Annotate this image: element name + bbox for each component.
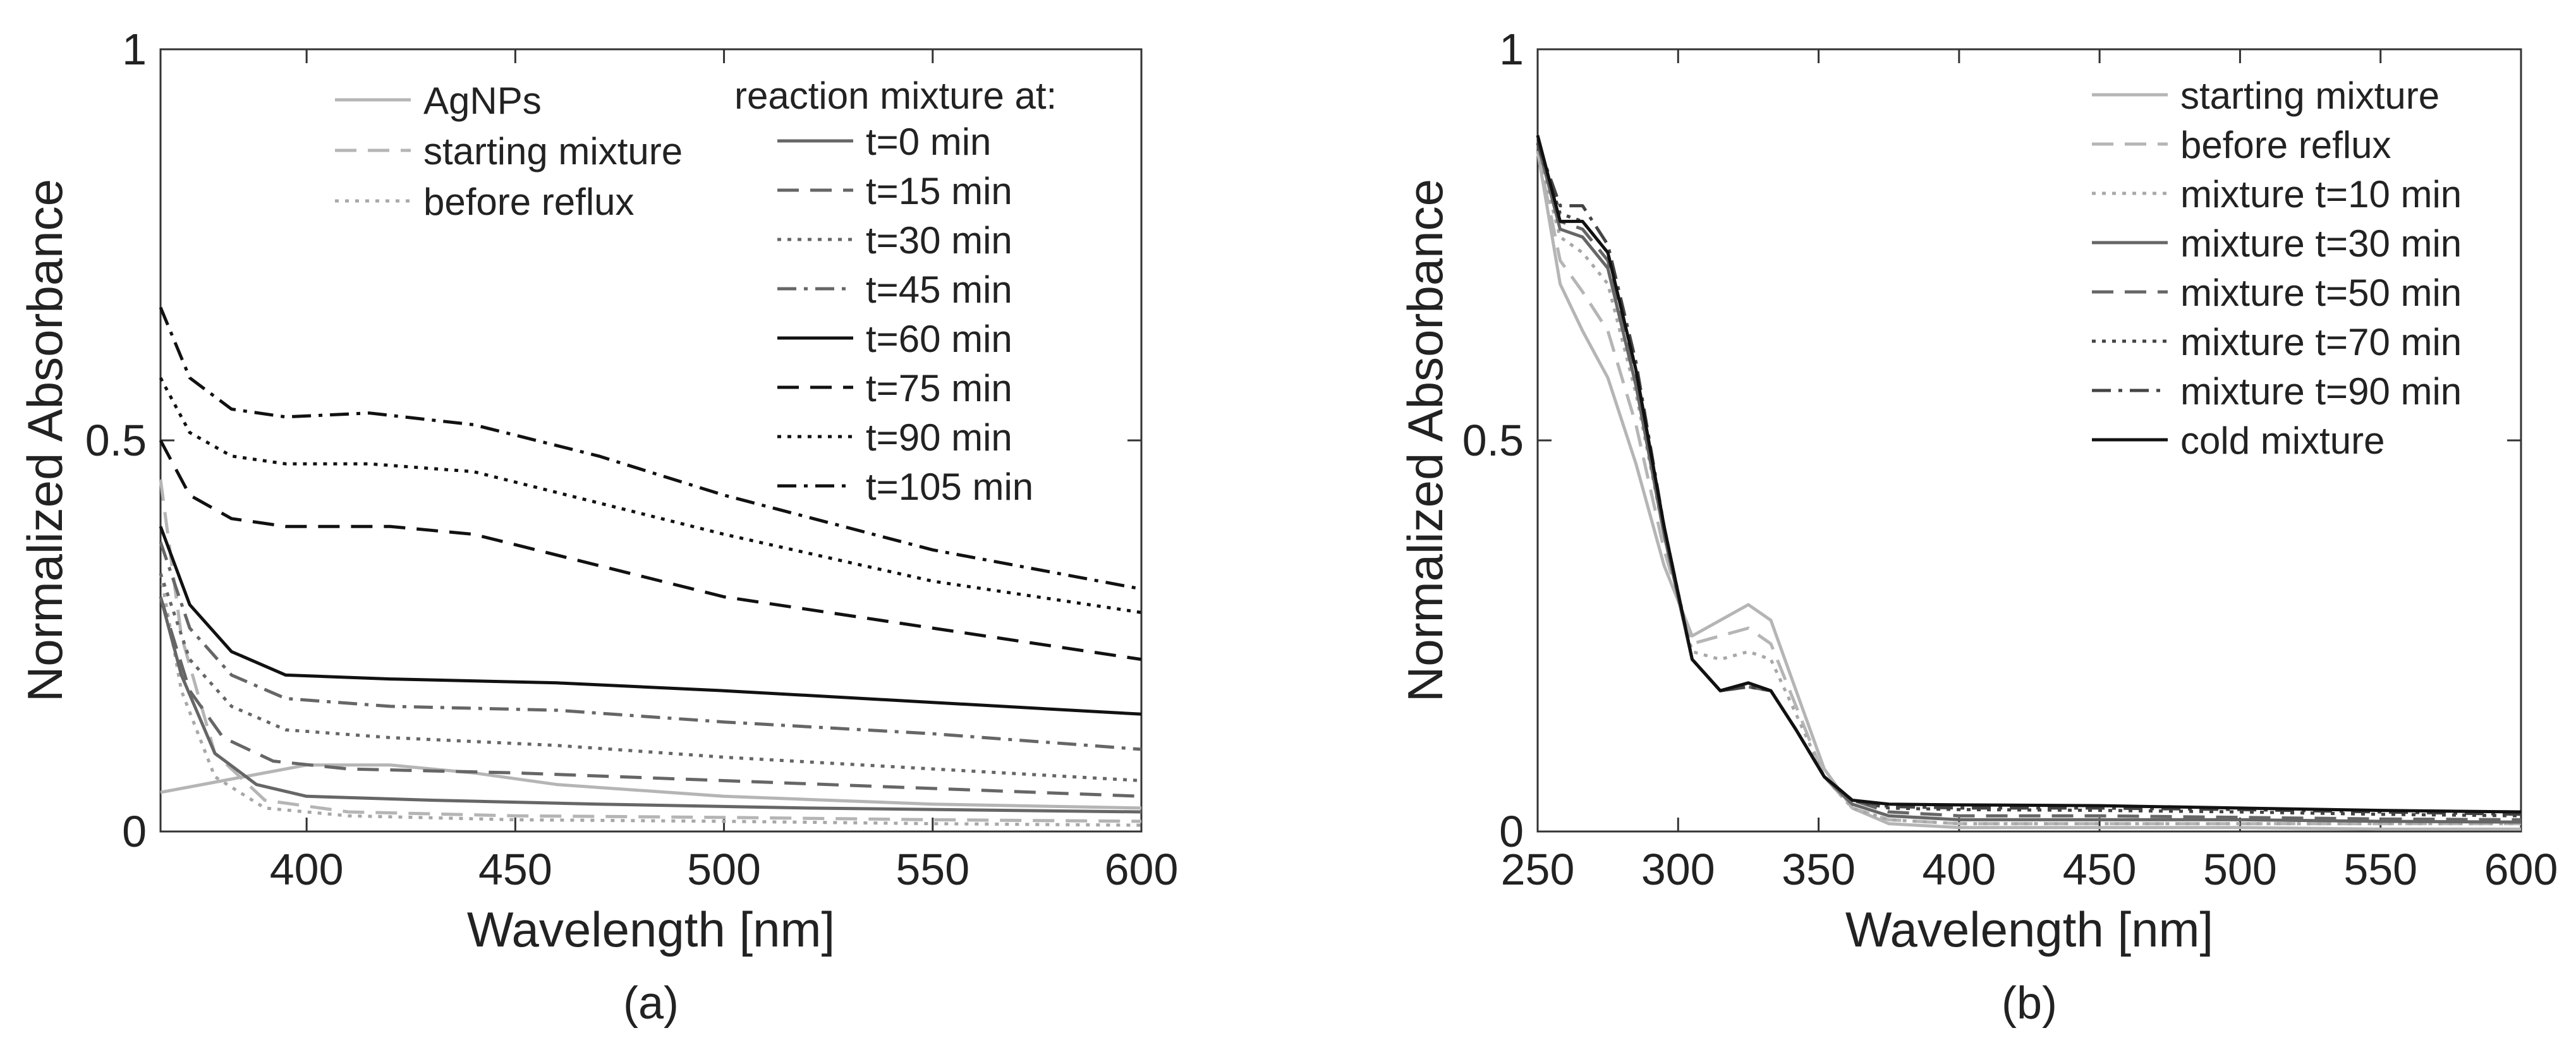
series-line-t-105-min (159, 306, 1142, 591)
x-tick-label: 600 (1105, 845, 1179, 894)
y-tick-label: 1 (122, 25, 147, 74)
x-tick-label: 500 (687, 845, 761, 894)
legend-label: mixture t=90 min (2180, 370, 2462, 413)
legend-label: t=60 min (866, 318, 1012, 360)
series-line-mixture-t-70-min (1536, 142, 2522, 818)
legend-label: mixture t=50 min (2180, 272, 2462, 314)
series-line-t-0-min (159, 596, 1142, 814)
legend-label: before reflux (423, 181, 635, 223)
series-line-mixture-t-50-min (1536, 142, 2522, 821)
series-line-starting-mixture (159, 479, 1142, 823)
series-line-cold-mixture (1536, 135, 2522, 814)
legend-title: reaction mixture at: (734, 75, 1057, 117)
series-line-t-15-min (159, 596, 1142, 798)
legend-label: t=105 min (866, 466, 1033, 508)
x-tick-label: 550 (896, 845, 969, 894)
x-tick-label: 400 (270, 845, 344, 894)
series-line-before-reflux (1536, 150, 2521, 826)
panel-b-chart: 250 300 350 400 450 500 550 600 0 0.5 1 starting m… (1397, 25, 2558, 1029)
panel-b-series-group (1536, 135, 2522, 831)
series-line-starting-mixture (1536, 150, 2521, 831)
legend-label: mixture t=70 min (2180, 321, 2462, 363)
series-line-t-60-min (159, 526, 1142, 716)
panel-a-chart: 400 450 500 550 600 0 0.5 1 AgNPs starting mixtu… (17, 25, 1178, 1029)
panel-b-caption: (b) (2002, 978, 2057, 1029)
x-tick-label: 600 (2484, 845, 2558, 894)
y-tick-label: 0 (1499, 807, 1524, 856)
panel-b-ylabel: Normalized Absorbance (1397, 179, 1453, 702)
legend-label: t=15 min (866, 170, 1012, 212)
legend-label: t=30 min (866, 219, 1012, 262)
panel-a-ylabel: Normalized Absorbance (17, 179, 73, 702)
x-tick-label: 450 (2063, 845, 2137, 894)
legend-label: t=0 min (866, 121, 991, 163)
legend-label: mixture t=30 min (2180, 222, 2462, 265)
x-tick-label: 350 (1782, 845, 1856, 894)
series-line-t-90-min (159, 377, 1142, 614)
x-tick-label: 450 (478, 845, 552, 894)
panel-a-series-group (159, 306, 1142, 827)
series-line-t-75-min (159, 439, 1142, 662)
legend-label: mixture t=10 min (2180, 173, 2462, 215)
y-tick-label: 0 (122, 807, 147, 856)
y-tick-label: 0.5 (85, 416, 147, 465)
y-tick-label: 1 (1499, 25, 1524, 74)
legend-label: t=45 min (866, 269, 1012, 311)
panel-a-ticks: 400 450 500 550 600 0 0.5 1 (85, 25, 1179, 894)
series-line-before-reflux (159, 573, 1142, 827)
legend-label: before reflux (2180, 124, 2391, 166)
legend-label: starting mixture (2180, 75, 2439, 117)
legend-label: starting mixture (423, 130, 683, 172)
x-tick-label: 300 (1641, 845, 1715, 894)
legend-label: AgNPs (423, 80, 542, 122)
panel-a-legend: AgNPs starting mixture before reflux reacti… (335, 75, 1057, 508)
x-tick-label: 250 (1501, 845, 1575, 894)
y-tick-label: 0.5 (1462, 416, 1524, 465)
panel-b-ticks: 250 300 350 400 450 500 550 600 0 0.5 1 (1462, 25, 2558, 894)
x-tick-label: 500 (2203, 845, 2277, 894)
legend-label: cold mixture (2180, 420, 2385, 462)
series-line-t-30-min (159, 572, 1142, 782)
panel-a-xlabel: Wavelength [nm] (467, 902, 835, 957)
legend-label: t=75 min (866, 367, 1012, 409)
x-tick-label: 400 (1922, 845, 1996, 894)
x-tick-label: 550 (2343, 845, 2417, 894)
panel-b-xlabel: Wavelength [nm] (1845, 902, 2213, 957)
panel-a-caption: (a) (623, 978, 679, 1029)
panel-b-legend: starting mixture before reflux mixture t=1… (2092, 75, 2462, 462)
legend-label: t=90 min (866, 416, 1012, 459)
series-line-t-45-min (159, 541, 1142, 751)
